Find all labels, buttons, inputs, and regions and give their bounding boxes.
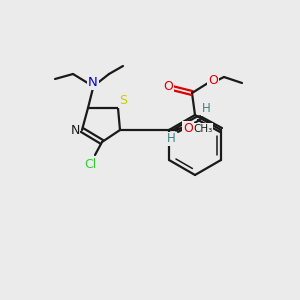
Text: CH₃: CH₃ <box>194 124 213 134</box>
Text: O: O <box>183 122 193 134</box>
Text: Cl: Cl <box>84 158 96 170</box>
Text: H: H <box>202 103 210 116</box>
Text: O: O <box>163 80 173 94</box>
Text: H: H <box>167 133 176 146</box>
Text: S: S <box>119 94 127 107</box>
Text: N: N <box>88 76 98 89</box>
Text: O: O <box>208 74 218 88</box>
Text: N: N <box>70 124 80 136</box>
